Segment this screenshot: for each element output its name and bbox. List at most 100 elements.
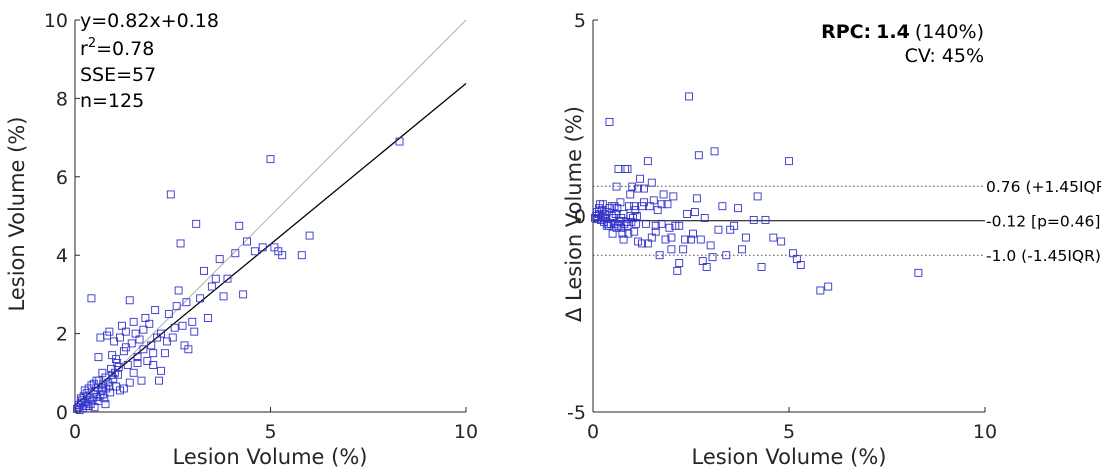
data-point xyxy=(647,178,656,187)
data-point xyxy=(149,361,158,369)
data-point xyxy=(659,190,668,199)
data-point xyxy=(137,376,146,385)
data-point xyxy=(630,227,639,236)
data-point xyxy=(640,198,648,207)
data-point xyxy=(188,317,197,326)
data-point xyxy=(777,237,786,246)
data-point xyxy=(757,263,766,271)
data-point xyxy=(643,157,652,166)
data-point xyxy=(761,215,770,224)
data-point xyxy=(135,335,144,344)
data-point xyxy=(619,235,628,244)
data-point xyxy=(594,204,603,213)
rpc-stat: RPC: 1.4 (140%) xyxy=(821,21,984,43)
data-point xyxy=(266,155,275,164)
data-point xyxy=(824,282,833,291)
data-point xyxy=(305,231,314,240)
data-point xyxy=(196,294,205,303)
data-point xyxy=(692,194,701,203)
left-y-tick-label: 6 xyxy=(56,167,68,189)
data-point xyxy=(665,223,674,232)
data-point xyxy=(626,190,635,199)
right-tick-group: 0 5 10-505 xyxy=(567,10,997,443)
data-point xyxy=(655,251,664,260)
left-point-group xyxy=(73,137,404,414)
data-point xyxy=(785,157,793,166)
reference-line-label: -1.0 (-1.45IQR) xyxy=(986,247,1101,265)
data-point xyxy=(166,190,175,199)
data-point xyxy=(708,253,717,262)
data-point xyxy=(796,261,805,269)
right-x-tick-label: 5 xyxy=(783,421,795,443)
data-point xyxy=(200,266,208,275)
data-point xyxy=(182,298,191,307)
sse-stat: SSE=57 xyxy=(80,64,156,86)
data-point xyxy=(87,294,96,303)
right-x-tick-label: 10 xyxy=(973,421,997,443)
reference-line-label: 0.76 (+1.45IQR) xyxy=(986,178,1101,196)
right-x-tick-label: 0 xyxy=(587,421,599,443)
data-point xyxy=(632,219,641,228)
reference-line-label: -0.12 [p=0.46] xyxy=(986,213,1100,231)
data-point xyxy=(700,214,709,222)
data-point xyxy=(121,343,130,352)
data-point xyxy=(114,362,123,371)
data-point xyxy=(133,359,142,367)
data-point xyxy=(734,204,742,213)
data-point xyxy=(753,192,762,201)
data-point xyxy=(203,313,212,322)
data-point xyxy=(297,251,306,260)
data-point xyxy=(626,212,635,220)
data-point xyxy=(178,321,187,330)
data-point xyxy=(157,366,165,375)
data-point xyxy=(634,237,643,246)
data-point xyxy=(690,208,699,217)
data-point xyxy=(689,229,697,238)
data-point xyxy=(643,239,652,248)
data-point xyxy=(84,402,93,411)
data-point xyxy=(816,286,825,295)
left-y-tick-label: 0 xyxy=(56,402,68,424)
data-point xyxy=(162,337,171,346)
data-point xyxy=(121,327,130,336)
data-point xyxy=(207,282,216,291)
data-point xyxy=(618,229,627,238)
data-point xyxy=(730,221,739,230)
data-point xyxy=(108,370,117,379)
data-point xyxy=(89,379,98,388)
data-point xyxy=(741,233,750,242)
data-point xyxy=(112,355,121,364)
data-point xyxy=(147,341,156,350)
data-point xyxy=(172,302,181,311)
data-point xyxy=(661,235,670,244)
data-point xyxy=(211,274,220,283)
data-point xyxy=(155,376,164,385)
data-point xyxy=(641,219,650,228)
data-point xyxy=(683,210,692,218)
left-x-tick-label: 0 xyxy=(69,421,81,443)
data-point xyxy=(667,245,676,254)
data-point xyxy=(738,245,746,254)
data-point xyxy=(116,333,124,342)
data-point xyxy=(602,221,611,230)
data-point xyxy=(235,221,244,230)
data-point xyxy=(617,223,626,232)
data-point xyxy=(679,245,688,254)
data-point xyxy=(621,165,630,173)
data-point xyxy=(649,196,658,205)
right-y-tick-label: 0 xyxy=(574,206,586,228)
data-point xyxy=(663,200,672,209)
data-point xyxy=(192,219,201,228)
left-y-tick-label: 10 xyxy=(44,10,68,32)
left-x-label: Lesion Volume (%) xyxy=(173,445,368,469)
data-point xyxy=(133,353,142,362)
data-point xyxy=(395,137,404,146)
data-point xyxy=(160,349,169,358)
data-point xyxy=(129,368,138,377)
data-point xyxy=(176,239,185,248)
data-point xyxy=(696,235,705,244)
data-point xyxy=(94,353,103,362)
right-point-group xyxy=(591,92,923,295)
